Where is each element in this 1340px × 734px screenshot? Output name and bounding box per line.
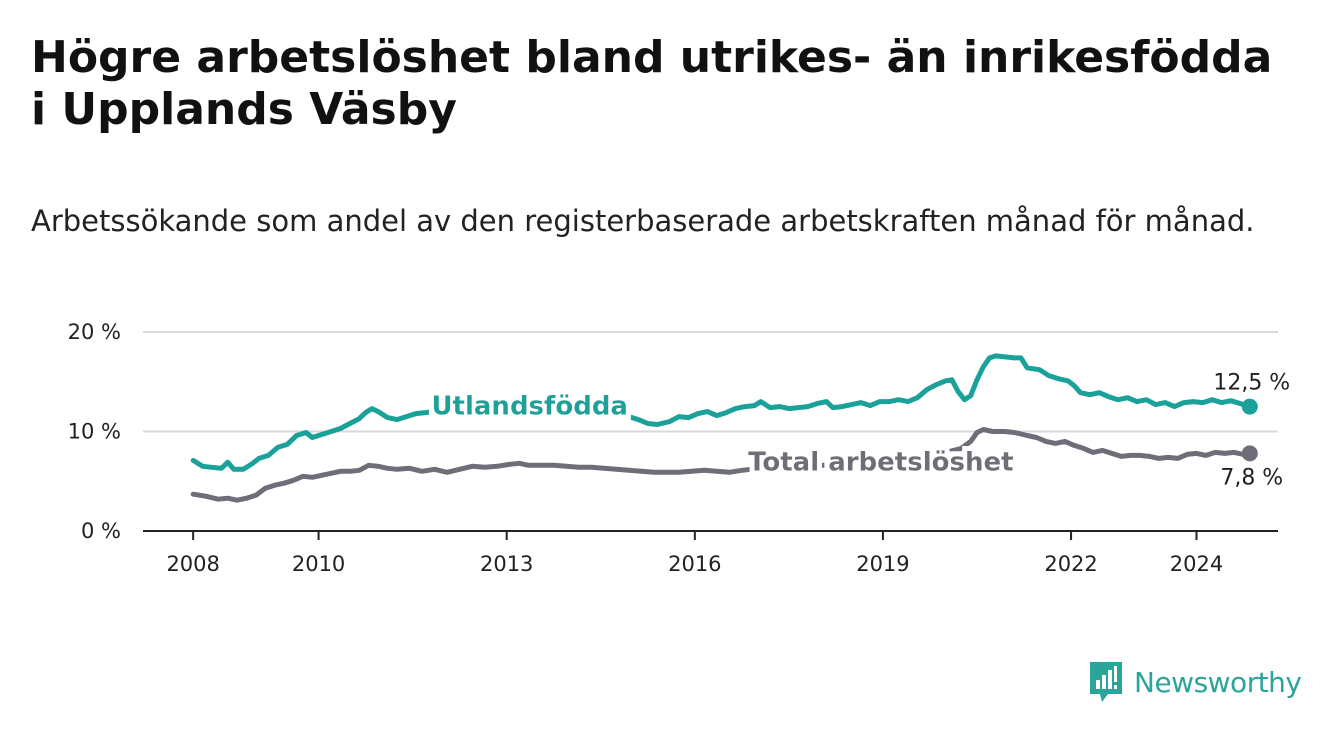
- gridlines: [143, 331, 1278, 433]
- series-lines: [190, 353, 1258, 503]
- x-tick-label: 2010: [292, 552, 345, 576]
- end-label-utlandsfodda: 12,5 %: [1213, 371, 1290, 396]
- series-line-utlandsfodda: [190, 353, 1253, 472]
- x-tick-label: 2022: [1044, 552, 1097, 576]
- chart-title: Högre arbetslöshet bland utrikes- än inr…: [31, 32, 1273, 135]
- y-tick-label: 10 %: [68, 420, 121, 444]
- brand-name: Newsworthy: [1134, 665, 1302, 699]
- end-label-total: 7,8 %: [1220, 465, 1283, 490]
- x-axis: 2008 2010 2013 2016 2019 2022 2024: [143, 530, 1278, 576]
- end-point-total: [1241, 445, 1258, 462]
- x-tick-label: 2013: [480, 552, 533, 576]
- brand-logo: Newsworthy: [1088, 660, 1302, 704]
- series-label-total: Total arbetslöshet: [748, 447, 1013, 477]
- x-tick-label: 2008: [166, 552, 219, 576]
- x-tick-label: 2024: [1170, 552, 1223, 576]
- series-line-total: [190, 427, 1253, 503]
- chart-subtitle: Arbetssökande som andel av den registerb…: [31, 204, 1255, 238]
- y-axis-ticks: 0 % 10 % 20 %: [68, 320, 121, 543]
- series-labels: Utlandsfödda Total arbetslöshet 12,5 % 7,8 …: [431, 371, 1290, 491]
- series-label-utlandsfodda: Utlandsfödda: [431, 392, 628, 422]
- newsworthy-logo-icon: [1090, 662, 1122, 702]
- x-tick-label: 2016: [668, 552, 721, 576]
- x-tick-label: 2019: [856, 552, 909, 576]
- y-tick-label: 0 %: [81, 519, 121, 543]
- y-tick-label: 20 %: [68, 320, 121, 344]
- end-point-utlandsfodda: [1241, 398, 1258, 415]
